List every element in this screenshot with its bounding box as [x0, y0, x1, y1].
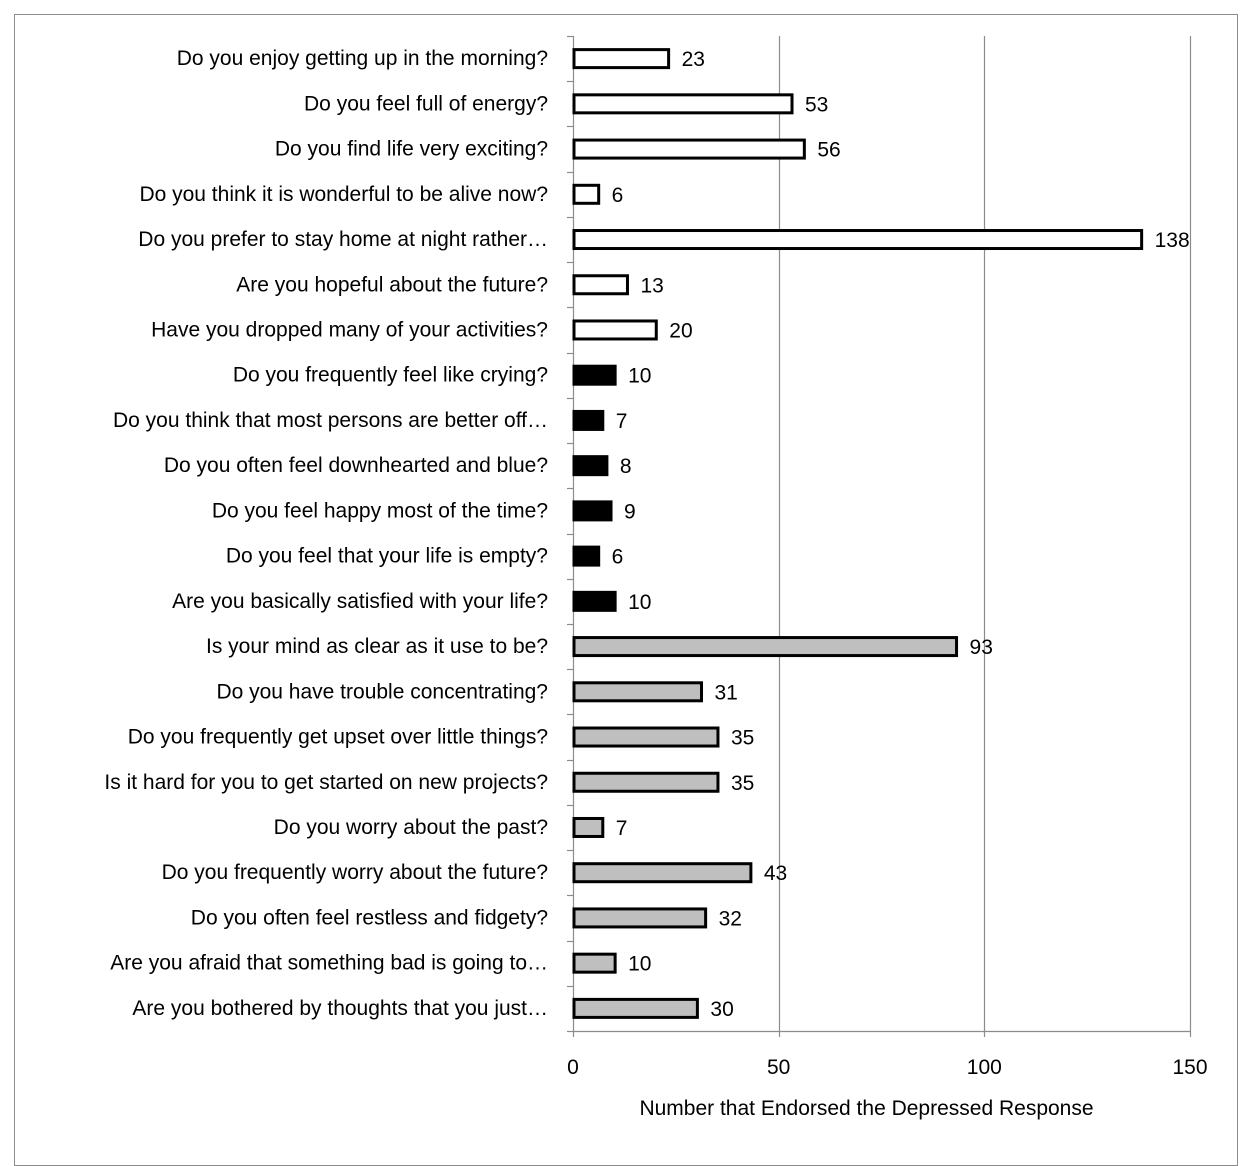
data-label: 93: [970, 636, 993, 659]
data-label: 10: [628, 953, 651, 976]
data-label: 32: [719, 907, 742, 930]
data-label: 20: [669, 319, 692, 342]
bar[interactable]: [572, 455, 609, 477]
category-label: Do you think that most persons are bette…: [113, 409, 548, 432]
bar[interactable]: [572, 862, 753, 884]
data-label: 6: [612, 546, 624, 569]
bar[interactable]: [572, 771, 720, 793]
category-label: Do you find life very exciting?: [275, 138, 548, 161]
category-label: Do you think it is wonderful to be alive…: [139, 183, 548, 206]
bar[interactable]: [572, 274, 629, 296]
category-label: Do you have trouble concentrating?: [216, 680, 548, 703]
bar[interactable]: [572, 816, 605, 838]
data-label: 30: [710, 998, 733, 1021]
bar[interactable]: [572, 138, 806, 160]
tick-label: 150: [1172, 1056, 1207, 1079]
bar[interactable]: [572, 997, 699, 1019]
category-label: Do you feel happy most of the time?: [212, 499, 548, 522]
bar[interactable]: [572, 364, 617, 386]
data-label: 9: [624, 500, 636, 523]
category-label: Is your mind as clear as it use to be?: [206, 635, 548, 658]
bar[interactable]: [572, 590, 617, 612]
data-label: 31: [715, 681, 738, 704]
data-label: 10: [628, 365, 651, 388]
category-label: Do you feel that your life is empty?: [226, 545, 548, 568]
category-labels: Do you enjoy getting up in the morning? D…: [104, 47, 548, 1020]
category-label: Do you frequently feel like crying?: [233, 364, 548, 387]
category-label: Is it hard for you to get started on new…: [104, 771, 548, 794]
category-label: Do you frequently worry about the future…: [162, 861, 548, 884]
data-label: 13: [640, 274, 663, 297]
bar[interactable]: [572, 726, 720, 748]
data-label: 6: [612, 184, 624, 207]
bar[interactable]: [572, 952, 617, 974]
data-label: 10: [628, 591, 651, 614]
category-label: Are you basically satisfied with your li…: [172, 590, 548, 613]
x-axis-title: Number that Endorsed the Depressed Respo…: [639, 1097, 1093, 1120]
tick-label: 50: [767, 1056, 790, 1079]
chart-frame: [14, 14, 1238, 1166]
data-label: 8: [620, 455, 632, 478]
bar[interactable]: [572, 907, 708, 929]
data-label: 56: [817, 139, 840, 162]
data-label: 7: [616, 817, 628, 840]
category-label: Are you bothered by thoughts that you ju…: [132, 997, 548, 1020]
value-axis: [572, 1030, 1192, 1037]
bars: [572, 48, 1144, 1019]
category-label: Do you prefer to stay home at night rath…: [138, 228, 548, 251]
category-label: Are you afraid that something bad is goi…: [110, 952, 548, 975]
bar[interactable]: [572, 409, 605, 431]
data-label: 7: [616, 410, 628, 433]
category-label: Do you frequently get upset over little …: [128, 726, 548, 749]
bar[interactable]: [572, 500, 613, 522]
category-label: Are you hopeful about the future?: [236, 273, 548, 296]
category-label: Do you enjoy getting up in the morning?: [177, 47, 548, 70]
data-label: 138: [1155, 229, 1190, 252]
data-label: 23: [682, 48, 705, 71]
bar[interactable]: [572, 319, 658, 341]
category-label: Have you dropped many of your activities…: [151, 318, 548, 341]
category-label: Do you feel full of energy?: [304, 92, 548, 115]
tick-label: 0: [567, 1056, 579, 1079]
data-label: 43: [764, 862, 787, 885]
category-label: Do you worry about the past?: [274, 816, 548, 839]
tick-labels: 0 50 100 150: [567, 1056, 1207, 1079]
data-label: 35: [731, 772, 754, 795]
bar[interactable]: [572, 229, 1144, 251]
gridlines: [778, 36, 1192, 1031]
bar[interactable]: [572, 636, 959, 658]
bar[interactable]: [572, 545, 601, 567]
bar[interactable]: [572, 48, 671, 70]
bar[interactable]: [572, 183, 601, 205]
category-label: Do you often feel restless and fidgety?: [191, 906, 548, 929]
category-label: Do you often feel downhearted and blue?: [164, 454, 548, 477]
data-label: 53: [805, 93, 828, 116]
data-label: 35: [731, 727, 754, 750]
bar[interactable]: [572, 681, 704, 703]
tick-label: 100: [967, 1056, 1002, 1079]
bar[interactable]: [572, 93, 794, 115]
